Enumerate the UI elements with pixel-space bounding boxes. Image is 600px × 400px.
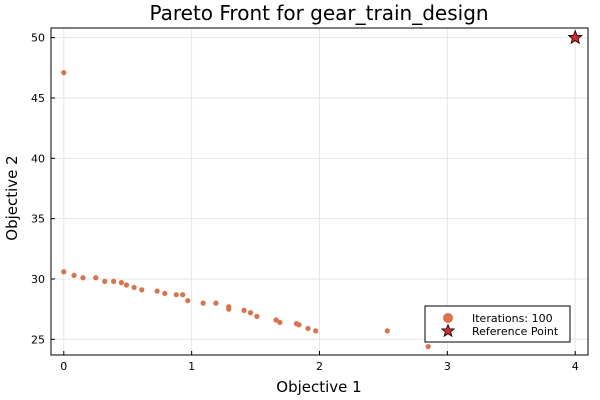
x-tick-label: 1 <box>188 360 195 373</box>
pareto-point <box>384 328 390 334</box>
y-tick-label: 30 <box>31 273 45 286</box>
reference-point-marker <box>567 29 583 45</box>
legend-label-reference: Reference Point <box>472 325 559 338</box>
pareto-point <box>180 292 186 298</box>
pareto-point <box>241 307 247 313</box>
pareto-point <box>162 290 168 297</box>
x-tick-label: 2 <box>316 360 323 373</box>
pareto-point <box>93 275 99 281</box>
x-tick-label: 4 <box>572 360 579 373</box>
x-axis-label: Objective 1 <box>276 378 361 396</box>
legend-label-iterations: Iterations: 100 <box>472 312 553 325</box>
y-tick-label: 35 <box>31 213 45 226</box>
pareto-point <box>247 310 254 316</box>
pareto-point <box>61 70 67 76</box>
x-tick-label: 3 <box>444 360 451 373</box>
pareto-point <box>131 284 137 291</box>
pareto-point <box>277 319 283 326</box>
y-axis-label: Objective 2 <box>3 155 21 240</box>
legend-marker-reference <box>440 323 456 338</box>
pareto-point <box>425 343 431 350</box>
pareto-point <box>273 317 279 323</box>
pareto-point <box>200 300 206 306</box>
pareto-point <box>111 278 117 284</box>
pareto-point <box>123 282 130 288</box>
pareto-point <box>254 313 260 319</box>
pareto-point <box>305 325 311 332</box>
y-tick-label: 50 <box>31 32 45 45</box>
data-marks <box>61 29 583 350</box>
y-tick-label: 45 <box>31 92 45 105</box>
axis-ticks: 0 1 2 3 4 25 30 35 40 45 50 <box>31 32 579 373</box>
legend-marker-iterations <box>443 313 453 323</box>
pareto-point <box>213 300 219 306</box>
legend-box <box>424 305 571 343</box>
x-tick-label: 0 <box>60 360 67 373</box>
pareto-point <box>185 298 191 304</box>
pareto-point <box>313 328 319 334</box>
pareto-point <box>61 269 67 275</box>
y-tick-label: 25 <box>31 333 45 346</box>
y-tick-label: 40 <box>31 152 45 165</box>
pareto-point <box>80 275 86 281</box>
pareto-point <box>226 306 232 312</box>
pareto-point <box>173 292 179 298</box>
pareto-point <box>154 288 160 294</box>
pareto-point <box>118 280 124 286</box>
pareto-point <box>139 287 145 293</box>
pareto-point <box>102 278 108 284</box>
grid <box>51 28 588 355</box>
chart-title: Pareto Front for gear_train_design <box>149 1 488 25</box>
legend: Iterations: 100 Reference Point <box>424 305 571 343</box>
pareto-point <box>71 272 77 278</box>
pareto-point <box>296 322 302 328</box>
